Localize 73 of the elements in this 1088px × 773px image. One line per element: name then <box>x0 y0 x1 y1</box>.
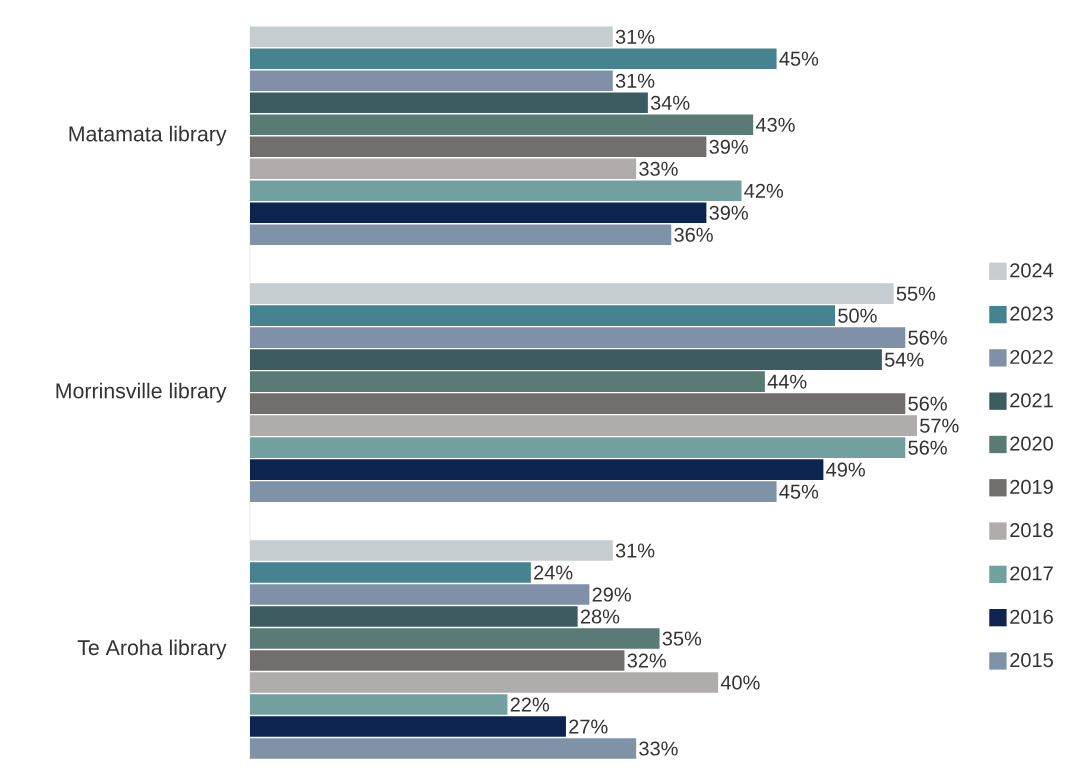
bar <box>250 650 625 671</box>
legend-label: 2016 <box>1010 609 1053 624</box>
data-label: 29% <box>592 587 631 602</box>
data-label: 39% <box>709 205 748 220</box>
data-label: 50% <box>838 308 877 323</box>
bar <box>250 158 637 180</box>
legend-label: 2022 <box>1010 349 1053 365</box>
data-label: 31% <box>615 29 655 44</box>
bar <box>250 305 836 326</box>
legend-label: 2019 <box>1010 479 1053 494</box>
data-label: 49% <box>826 462 865 477</box>
bar <box>250 224 672 246</box>
data-label: 56% <box>908 440 947 455</box>
data-label: 45% <box>779 484 819 499</box>
legend-label: 2020 <box>1010 436 1053 451</box>
data-label: 34% <box>650 95 690 110</box>
data-label: 56% <box>908 396 947 411</box>
bar <box>250 70 613 92</box>
bar <box>250 672 719 693</box>
bar <box>250 92 648 114</box>
bar <box>250 562 531 583</box>
legend-label: 2015 <box>1010 652 1053 668</box>
bar <box>250 180 742 202</box>
bar <box>250 136 707 158</box>
data-label: 35% <box>662 631 702 646</box>
bar <box>250 415 917 436</box>
bar <box>250 694 508 715</box>
legend-label: 2017 <box>1010 566 1053 581</box>
data-label: 32% <box>627 653 667 668</box>
legend-label: 2018 <box>1010 523 1053 538</box>
data-label: 22% <box>510 697 550 712</box>
data-label: 55% <box>896 286 936 301</box>
bar <box>250 48 777 70</box>
bar <box>250 716 566 737</box>
bar <box>250 26 613 48</box>
bar <box>250 327 906 348</box>
y-tick-label: Matamata library <box>69 125 227 146</box>
data-label: 33% <box>639 741 678 756</box>
legend-label: 2024 <box>1010 263 1054 278</box>
bar <box>250 481 777 502</box>
y-tick-label: Te Aroha library <box>77 639 227 660</box>
data-label: 24% <box>534 565 573 580</box>
bar <box>250 437 906 458</box>
bar <box>250 114 754 136</box>
data-label: 36% <box>674 227 713 242</box>
bar <box>250 606 578 627</box>
bar <box>250 738 637 759</box>
bar <box>250 584 590 605</box>
data-label: 42% <box>744 183 784 198</box>
bar <box>250 349 882 370</box>
data-label: 39% <box>709 139 748 154</box>
y-tick-label: Morrinsville library <box>56 382 227 403</box>
data-label: 27% <box>569 719 608 734</box>
bar <box>250 202 707 224</box>
data-label: 43% <box>755 117 795 132</box>
data-label: 45% <box>779 51 819 66</box>
data-label: 44% <box>767 374 807 389</box>
bar <box>250 371 765 392</box>
bar <box>250 283 894 304</box>
data-label: 33% <box>639 161 678 176</box>
data-label: 56% <box>908 330 947 345</box>
bar <box>250 393 906 414</box>
data-label: 31% <box>615 73 655 88</box>
bar <box>250 628 660 649</box>
bar <box>250 459 824 480</box>
bar <box>250 540 613 561</box>
data-label: 40% <box>720 675 760 690</box>
data-label: 28% <box>580 609 620 624</box>
data-label: 31% <box>615 543 655 558</box>
legend-label: 2021 <box>1010 393 1053 408</box>
legend-label: 2023 <box>1010 306 1053 321</box>
data-label: 57% <box>920 418 959 433</box>
data-label: 54% <box>884 352 924 367</box>
